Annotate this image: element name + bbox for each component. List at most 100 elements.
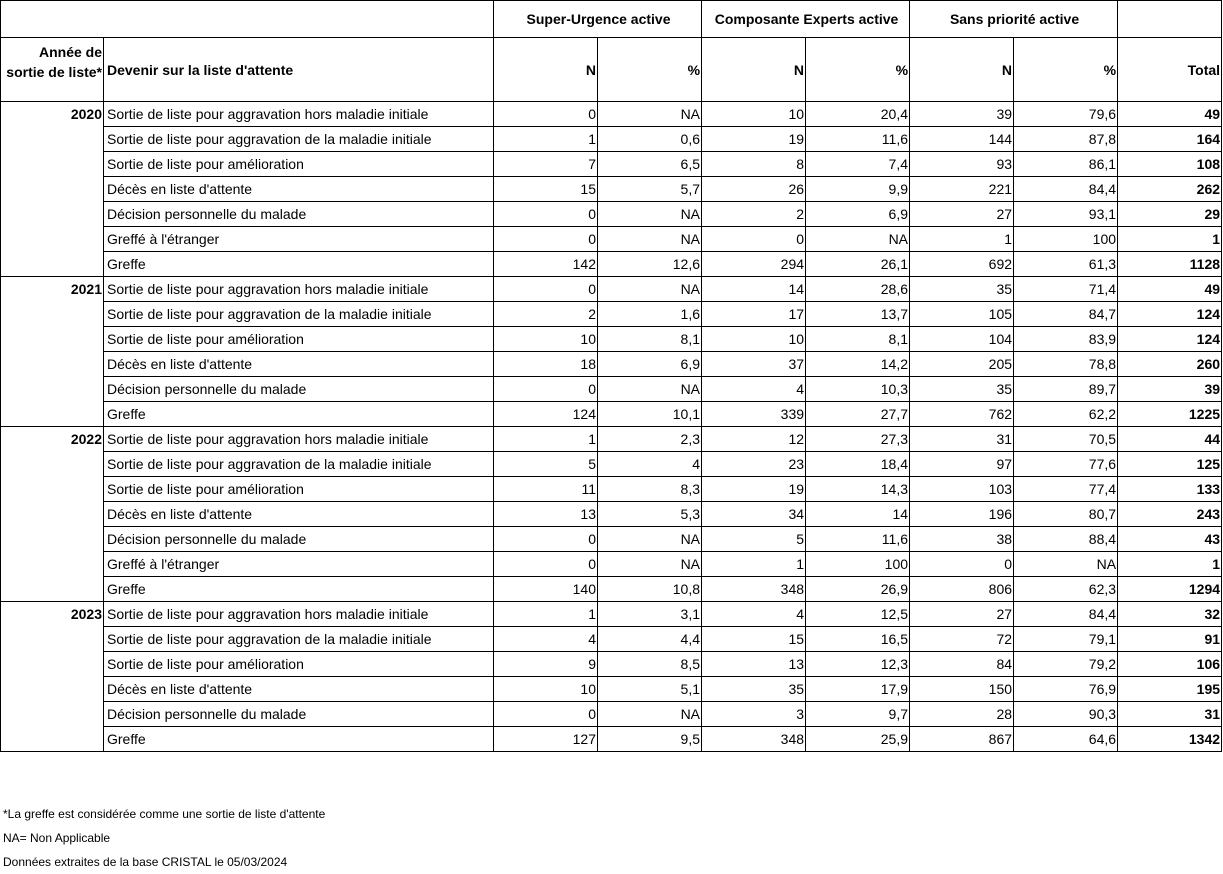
- outcome-label: Décès en liste d'attente: [103, 501, 494, 527]
- value-cell: 70,5: [1013, 426, 1119, 452]
- value-cell: 78,8: [1013, 351, 1119, 377]
- value-cell: 11,6: [805, 126, 911, 152]
- value-cell: 19: [701, 476, 807, 502]
- data-row: Sortie de liste pour aggravation de la m…: [1, 451, 1223, 477]
- total-cell: 1: [1117, 551, 1223, 577]
- value-cell: 2: [701, 201, 807, 227]
- value-cell: 294: [701, 251, 807, 277]
- value-cell: 5,7: [596, 176, 703, 202]
- value-cell: 26,1: [805, 251, 911, 277]
- value-cell: 4: [596, 451, 703, 477]
- value-cell: 17: [701, 301, 807, 327]
- value-cell: 62,2: [1013, 401, 1119, 427]
- value-cell: 76,9: [1013, 676, 1119, 702]
- value-cell: 28,6: [805, 276, 911, 302]
- outcome-label: Décision personnelle du malade: [103, 526, 494, 552]
- value-cell: 9: [493, 651, 598, 677]
- value-cell: 8,3: [596, 476, 703, 502]
- value-cell: 100: [805, 551, 911, 577]
- data-row: Décision personnelle du malade 0 NA 2 6,9 27 9…: [1, 201, 1223, 227]
- footnote: *La greffe est considérée comme une sort…: [3, 807, 326, 821]
- outcome-label: Sortie de liste pour aggravation hors ma…: [103, 276, 494, 302]
- value-cell: 0,6: [596, 126, 703, 152]
- value-cell: 0: [493, 701, 598, 727]
- value-cell: 1: [909, 226, 1015, 252]
- value-cell: 4: [701, 376, 807, 402]
- column-header: Devenir sur la liste d'attente: [103, 37, 494, 102]
- value-cell: 2: [493, 301, 598, 327]
- total-cell: 262: [1117, 176, 1223, 202]
- total-cell: 39: [1117, 376, 1223, 402]
- year-cell: 2021: [0, 276, 104, 427]
- value-cell: 13,7: [805, 301, 911, 327]
- outcome-label: Sortie de liste pour aggravation hors ma…: [103, 601, 494, 627]
- value-cell: 1: [493, 601, 598, 627]
- value-cell: 0: [493, 376, 598, 402]
- total-cell: 44: [1117, 426, 1223, 452]
- value-cell: 0: [701, 226, 807, 252]
- value-cell: 61,3: [1013, 251, 1119, 277]
- value-cell: 1: [493, 426, 598, 452]
- value-cell: 64,6: [1013, 726, 1119, 752]
- value-cell: 0: [493, 276, 598, 302]
- value-cell: 1: [701, 551, 807, 577]
- value-cell: NA: [596, 376, 703, 402]
- value-cell: 27,7: [805, 401, 911, 427]
- value-cell: 89,7: [1013, 376, 1119, 402]
- value-cell: 84,4: [1013, 176, 1119, 202]
- data-row: Décision personnelle du malade 0 NA 3 9,7 28 9…: [1, 701, 1223, 727]
- total-cell: 91: [1117, 626, 1223, 652]
- value-cell: 10,3: [805, 376, 911, 402]
- value-cell: 87,8: [1013, 126, 1119, 152]
- value-cell: 62,3: [1013, 576, 1119, 602]
- group-header: Sans priorité active: [909, 0, 1119, 38]
- value-cell: 8,5: [596, 651, 703, 677]
- data-row: Décision personnelle du malade 0 NA 4 10,3 35…: [1, 376, 1223, 402]
- total-cell: 195: [1117, 676, 1223, 702]
- value-cell: 127: [493, 726, 598, 752]
- data-row: Greffe 127 9,5 348 25,9 867 64,6 1342: [1, 726, 1223, 752]
- value-cell: 23: [701, 451, 807, 477]
- data-row: Sortie de liste pour aggravation de la m…: [1, 626, 1223, 652]
- column-header-row: Année de sortie de liste* Devenir sur la …: [0, 37, 1223, 102]
- total-cell: 1: [1117, 226, 1223, 252]
- value-cell: 18,4: [805, 451, 911, 477]
- column-header: N: [909, 37, 1015, 102]
- value-cell: 221: [909, 176, 1015, 202]
- data-row: Greffe 140 10,8 348 26,9 806 62,3 1294: [1, 576, 1223, 602]
- group-header: Super-Urgence active: [492, 0, 703, 38]
- value-cell: 84,7: [1013, 301, 1119, 327]
- year-cell: 2022: [0, 426, 104, 602]
- value-cell: 9,9: [805, 176, 911, 202]
- data-row: 2021 Sortie de liste pour aggravation hor…: [0, 276, 1223, 427]
- value-cell: NA: [596, 201, 703, 227]
- value-cell: 37: [701, 351, 807, 377]
- value-cell: 39: [909, 101, 1015, 127]
- value-cell: NA: [596, 701, 703, 727]
- value-cell: 205: [909, 351, 1015, 377]
- empty-cell: [0, 0, 494, 38]
- value-cell: 15: [701, 626, 807, 652]
- value-cell: 10: [701, 101, 807, 127]
- data-row: Sortie de liste pour aggravation de la m…: [1, 301, 1223, 327]
- value-cell: 0: [493, 226, 598, 252]
- data-row: Greffé à l'étranger 0 NA 1 100 0 NA 1: [1, 551, 1223, 577]
- total-cell: 133: [1117, 476, 1223, 502]
- value-cell: 6,9: [596, 351, 703, 377]
- value-cell: 18: [493, 351, 598, 377]
- value-cell: 90,3: [1013, 701, 1119, 727]
- outcome-label: Sortie de liste pour aggravation hors ma…: [103, 101, 494, 127]
- value-cell: 0: [493, 526, 598, 552]
- value-cell: NA: [596, 276, 703, 302]
- value-cell: 1,6: [596, 301, 703, 327]
- group-header-row: Super-Urgence active Composante Experts …: [0, 0, 1223, 38]
- total-cell: 108: [1117, 151, 1223, 177]
- value-cell: 142: [493, 251, 598, 277]
- value-cell: 8,1: [596, 326, 703, 352]
- value-cell: 100: [1013, 226, 1119, 252]
- value-cell: 9,7: [805, 701, 911, 727]
- data-row: Sortie de liste pour amélioration 9 8,5 13 1…: [1, 651, 1223, 677]
- outcome-label: Sortie de liste pour aggravation de la m…: [103, 451, 494, 477]
- value-cell: 10,1: [596, 401, 703, 427]
- value-cell: 339: [701, 401, 807, 427]
